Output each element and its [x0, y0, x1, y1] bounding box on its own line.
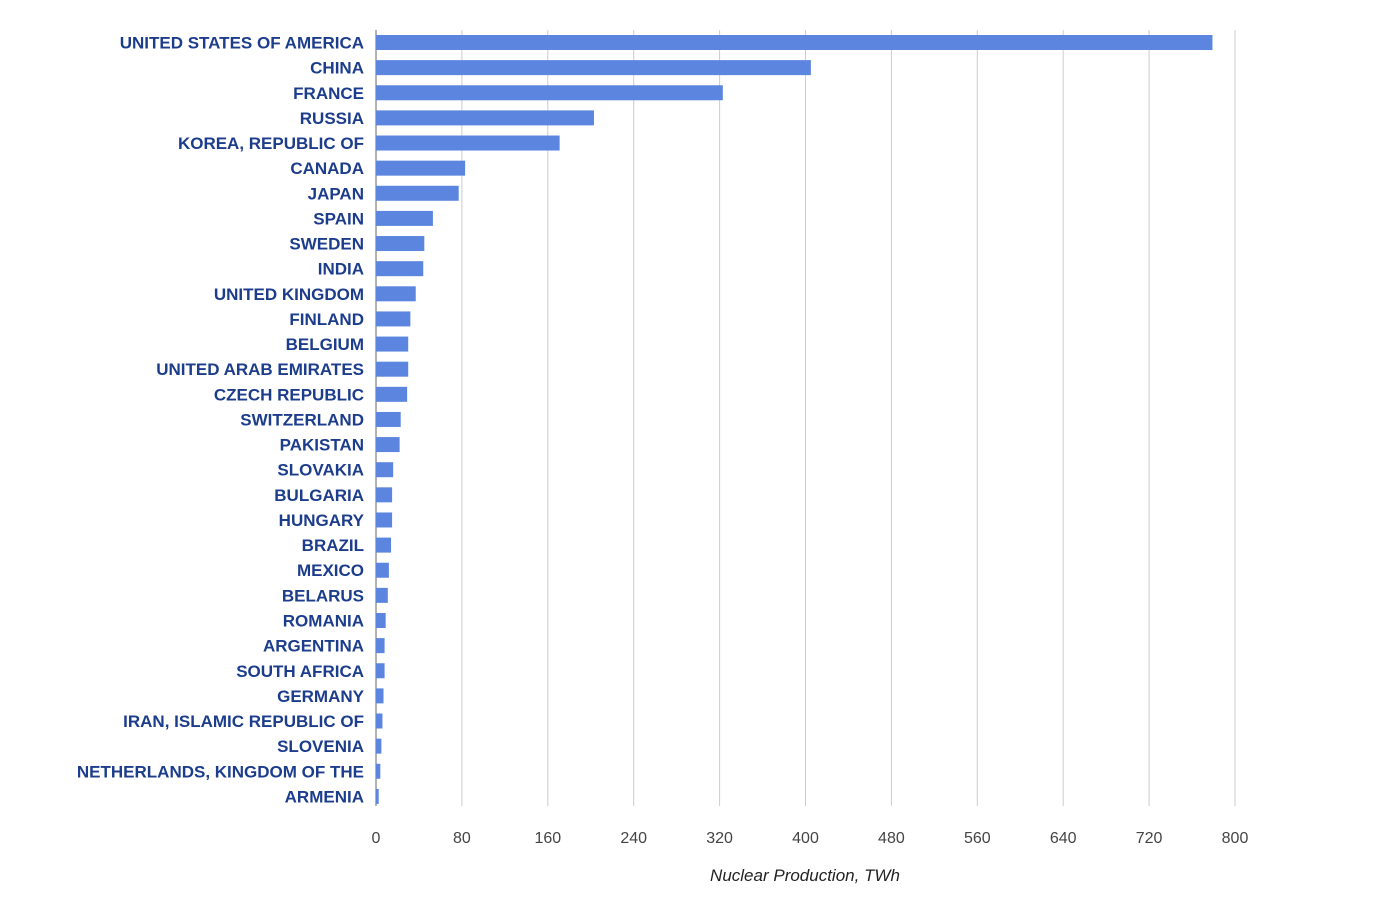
category-label: CANADA	[290, 159, 364, 178]
bars	[376, 35, 1213, 804]
category-label: CHINA	[310, 59, 364, 78]
bar	[376, 411, 401, 427]
x-tick-label: 560	[964, 830, 991, 847]
bar	[376, 437, 400, 453]
bar	[376, 261, 424, 277]
x-tick-label: 320	[706, 830, 733, 847]
category-label: PAKISTAN	[280, 436, 364, 455]
x-tick-label: 400	[792, 830, 819, 847]
category-label: UNITED STATES OF AMERICA	[120, 34, 364, 53]
bar	[376, 663, 385, 679]
gridlines	[375, 30, 1236, 806]
category-label: FRANCE	[293, 84, 364, 103]
category-label: SLOVENIA	[277, 737, 364, 756]
bar	[376, 512, 393, 528]
bar	[376, 160, 466, 176]
category-label: BRAZIL	[302, 536, 364, 555]
x-axis-title: Nuclear Production, TWh	[710, 866, 900, 885]
category-label: BELGIUM	[286, 335, 364, 354]
bar	[376, 713, 383, 729]
x-tick-label: 640	[1050, 830, 1077, 847]
bar	[376, 361, 409, 377]
bar	[376, 788, 379, 804]
x-tick-label: 0	[372, 830, 381, 847]
category-label: SWITZERLAND	[240, 410, 364, 429]
bar	[376, 562, 389, 578]
category-label: GERMANY	[277, 687, 365, 706]
bar	[376, 386, 408, 402]
bar	[376, 210, 433, 226]
x-tick-label: 240	[620, 830, 647, 847]
category-label: UNITED KINGDOM	[214, 285, 364, 304]
category-label: MEXICO	[297, 561, 364, 580]
bar	[376, 85, 723, 101]
bar	[376, 185, 459, 201]
category-label: UNITED ARAB EMIRATES	[156, 360, 364, 379]
bar	[376, 60, 811, 76]
bar	[376, 286, 416, 302]
bar	[376, 738, 382, 754]
category-label: NETHERLANDS, KINGDOM OF THE	[77, 762, 364, 781]
bar	[376, 638, 385, 654]
bar	[376, 311, 411, 327]
category-label: SWEDEN	[289, 235, 364, 254]
category-label: IRAN, ISLAMIC REPUBLIC OF	[123, 712, 364, 731]
x-tick-label: 160	[534, 830, 561, 847]
x-tick-labels: 0 80 160 240 320 400 480 560 640 720 800	[372, 830, 1249, 847]
category-label: JAPAN	[308, 184, 364, 203]
bar	[376, 587, 388, 603]
category-label: INDIA	[318, 260, 364, 279]
bar	[376, 688, 384, 704]
category-labels: UNITED STATES OF AMERICA CHINA FRANCE RUSSI…	[77, 34, 365, 807]
category-label: KOREA, REPUBLIC OF	[178, 134, 364, 153]
bar	[376, 612, 386, 628]
x-tick-label: 480	[878, 830, 905, 847]
x-tick-label: 800	[1222, 830, 1249, 847]
category-label: RUSSIA	[300, 109, 364, 128]
x-tick-label: 80	[453, 830, 471, 847]
category-label: ARMENIA	[285, 787, 364, 806]
bar	[376, 236, 425, 252]
bar	[376, 462, 394, 478]
category-label: FINLAND	[289, 310, 364, 329]
bar	[376, 135, 560, 151]
bar	[376, 35, 1213, 50]
category-label: ROMANIA	[283, 611, 364, 630]
bar	[376, 110, 594, 126]
bar	[376, 336, 409, 352]
bar	[376, 763, 381, 779]
category-label: BELARUS	[282, 586, 364, 605]
category-label: SLOVAKIA	[277, 461, 364, 480]
category-label: BULGARIA	[274, 486, 364, 505]
category-label: HUNGARY	[279, 511, 365, 530]
category-label: ARGENTINA	[263, 637, 364, 656]
category-label: SPAIN	[313, 209, 364, 228]
category-label: SOUTH AFRICA	[236, 662, 364, 681]
bar	[376, 537, 392, 553]
x-tick-label: 720	[1136, 830, 1163, 847]
category-label: CZECH REPUBLIC	[214, 385, 364, 404]
bar	[376, 487, 393, 503]
